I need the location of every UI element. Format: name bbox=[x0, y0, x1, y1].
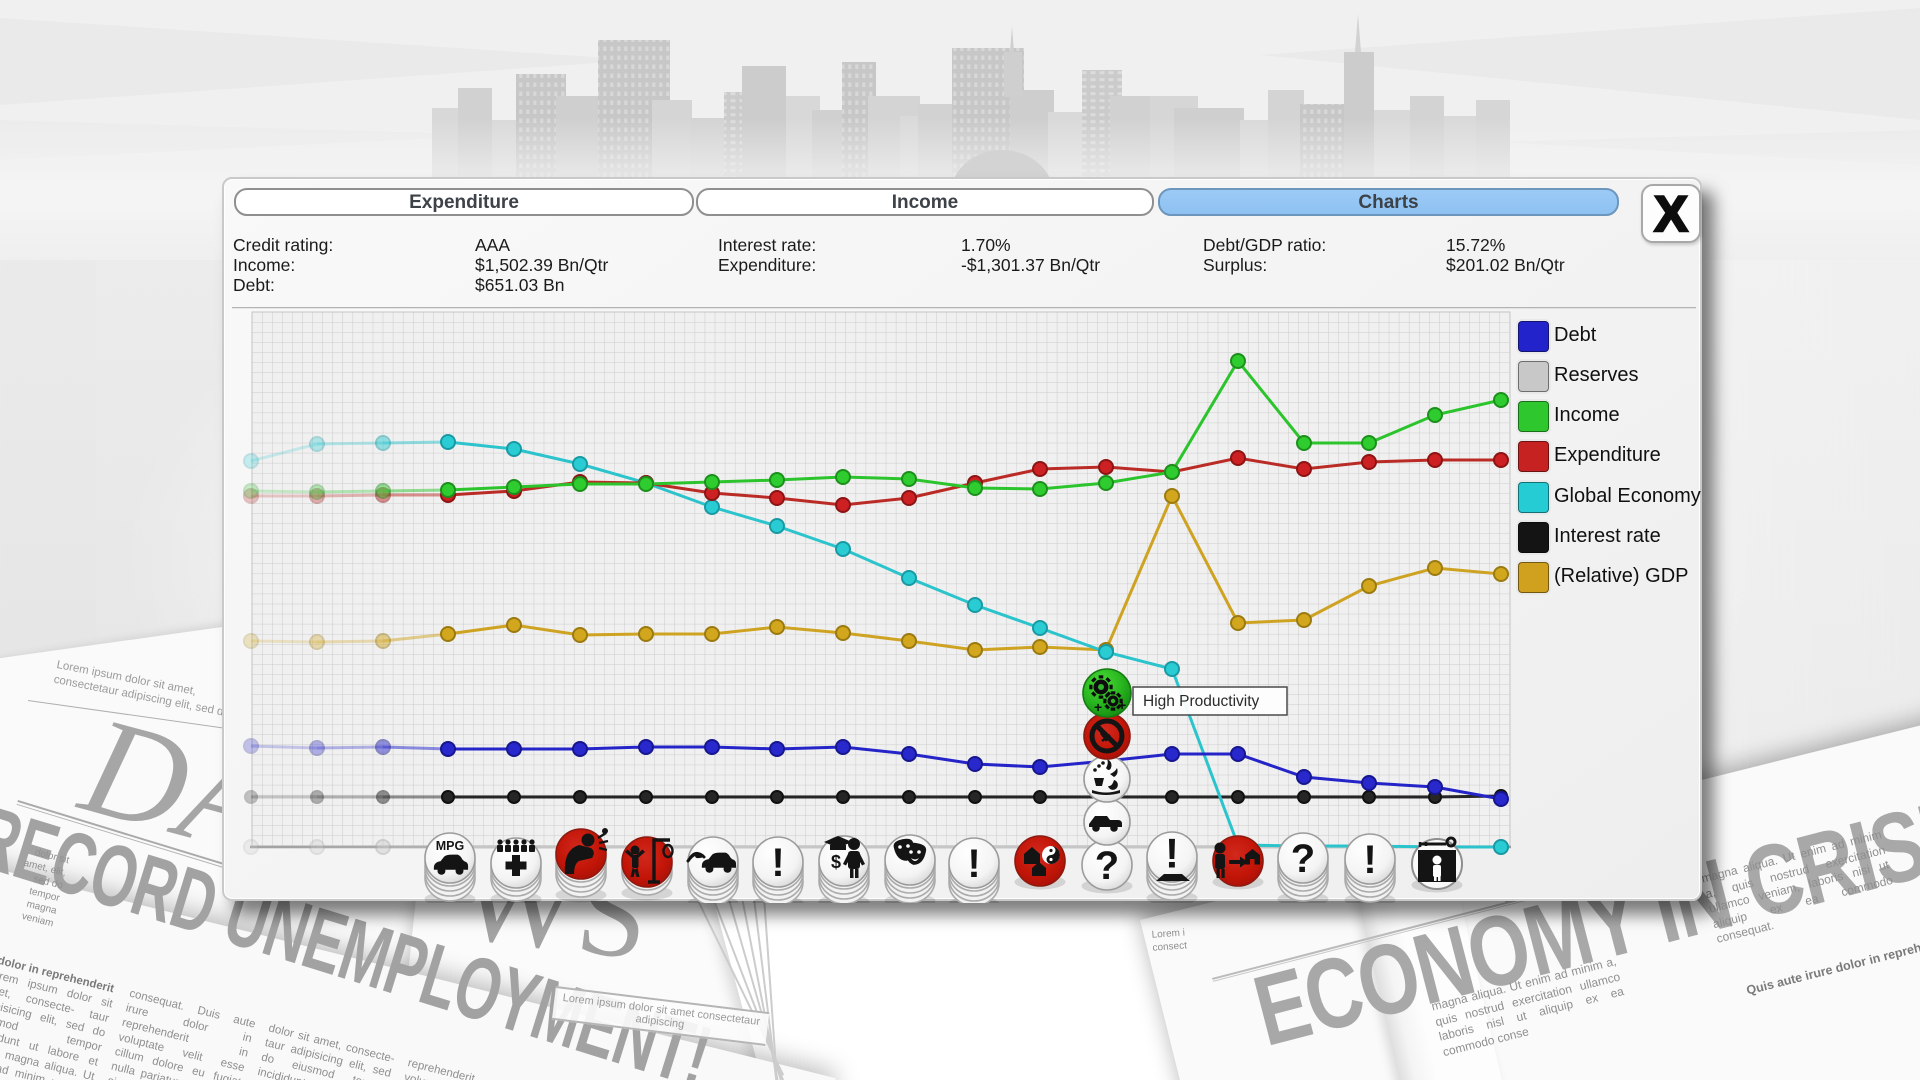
svg-text:!: ! bbox=[771, 841, 784, 885]
svg-text:High Productivity: High Productivity bbox=[1143, 693, 1260, 710]
svg-text:?: ? bbox=[1291, 837, 1315, 881]
svg-text:?: ? bbox=[1095, 844, 1119, 888]
svg-text:!: ! bbox=[967, 842, 980, 886]
svg-text:+: + bbox=[1094, 699, 1102, 715]
svg-text:!: ! bbox=[1165, 830, 1179, 877]
svg-text:$: $ bbox=[831, 852, 841, 872]
svg-text:!: ! bbox=[1363, 838, 1376, 882]
svg-text:MPG: MPG bbox=[436, 839, 464, 853]
svg-text:+: + bbox=[1118, 697, 1126, 713]
